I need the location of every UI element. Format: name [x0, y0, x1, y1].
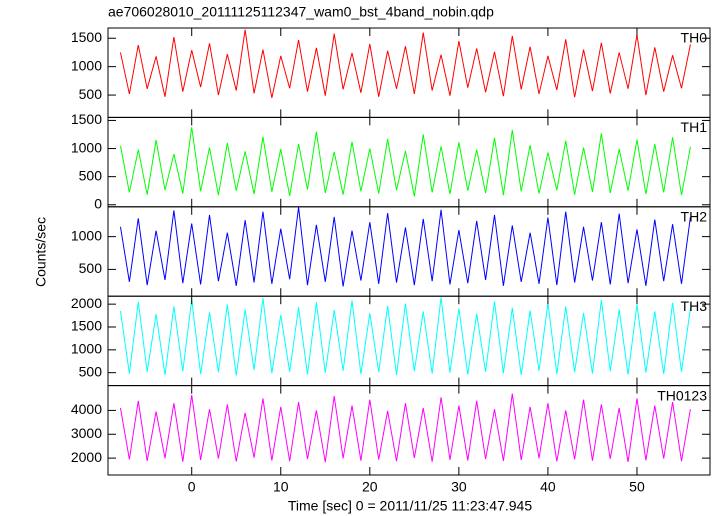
y-tick-label: 1500 [71, 29, 102, 45]
y-tick-label: 500 [79, 363, 103, 379]
x-tick-label: 40 [540, 479, 556, 495]
y-tick-label: 500 [79, 167, 103, 183]
y-tick-label: 0 [94, 195, 102, 211]
y-tick-label: 500 [79, 260, 103, 276]
x-axis-label: Time [sec] 0 = 2011/11/25 11:23:47.945 [288, 498, 532, 514]
panel-label: TH0 [681, 30, 708, 46]
y-tick-label: 1000 [71, 341, 102, 357]
light-curve [119, 29, 691, 99]
y-tick-label: 1000 [71, 227, 102, 243]
y-tick-label: 1000 [71, 139, 102, 155]
panel-frame [107, 295, 711, 387]
light-curve [119, 207, 691, 287]
panel-label: TH2 [681, 209, 708, 225]
x-tick-label: 20 [362, 479, 378, 495]
x-tick-label: 0 [188, 479, 196, 495]
y-tick-label: 2000 [71, 295, 102, 311]
y-tick-label: 500 [79, 86, 103, 102]
x-tick-label: 30 [451, 479, 467, 495]
panel-frame [107, 27, 711, 118]
light-curve [119, 297, 691, 376]
y-axis-label: Counts/sec [33, 217, 49, 287]
y-tick-label: 1500 [71, 111, 102, 127]
panel-label: TH3 [681, 298, 708, 314]
panel-label: TH1 [681, 119, 708, 135]
y-tick-label: 2000 [71, 449, 102, 465]
y-tick-label: 1000 [71, 57, 102, 73]
x-tick-label: 50 [629, 479, 645, 495]
x-tick-label: 10 [273, 479, 289, 495]
light-curve [119, 127, 691, 197]
panel-frame [107, 385, 711, 476]
y-tick-label: 4000 [71, 401, 102, 417]
panel-frame [107, 116, 711, 208]
light-curve [119, 393, 691, 463]
y-tick-label: 3000 [71, 425, 102, 441]
y-tick-label: 1500 [71, 318, 102, 334]
chart-title: ae706028010_20111125112347_wam0_bst_4ban… [108, 4, 494, 20]
panel-label: TH0123 [657, 387, 707, 403]
